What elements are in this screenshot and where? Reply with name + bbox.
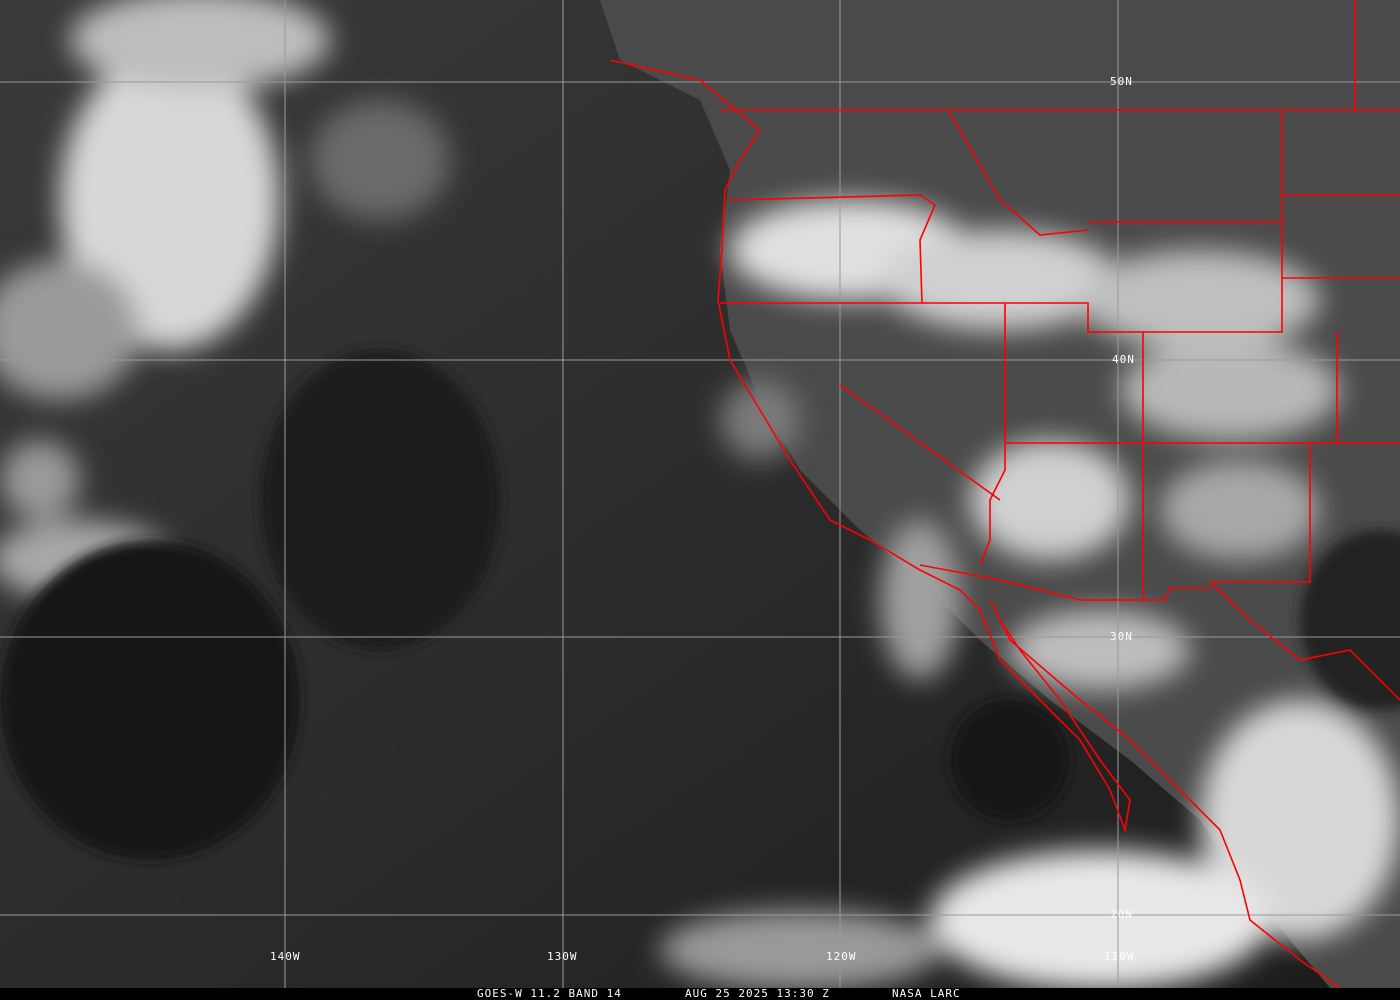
satellite-band-label: GOES-W 11.2 BAND 14 [477, 987, 622, 1000]
coastline [609, 59, 1341, 988]
latitude-label-20n: 20N [1110, 908, 1133, 921]
longitude-label-140w: 140W [270, 950, 301, 963]
longitude-label-120w: 120W [826, 950, 857, 963]
source-label: NASA LARC [892, 987, 961, 1000]
latitude-label-50n: 50N [1110, 75, 1133, 88]
longitude-label-110w: 110W [1104, 950, 1135, 963]
longitude-label-130w: 130W [547, 950, 578, 963]
caption-bar: GOES-W 11.2 BAND 14 AUG 25 2025 13:30 Z … [0, 987, 1400, 1000]
dark-cloud-free-areas [0, 350, 1400, 860]
latitude-label-40n: 40N [1112, 353, 1135, 366]
political-borders [609, 0, 1400, 988]
latitude-label-30n: 30N [1110, 630, 1133, 643]
datetime-label: AUG 25 2025 13:30 Z [685, 987, 830, 1000]
